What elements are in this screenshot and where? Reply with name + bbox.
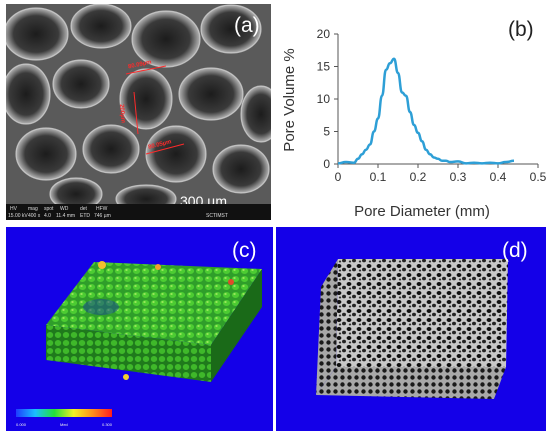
scaffold-3d-porous-render	[316, 259, 508, 399]
sem-value: 11.4 mm	[56, 213, 76, 219]
x-tick-label: 0	[335, 170, 342, 184]
y-tick-label: 15	[317, 60, 331, 74]
sem-header: WD	[60, 206, 69, 212]
sem-value: 15.00 kV	[8, 213, 28, 219]
pore-distribution-chart: 0 0.1 0.2 0.3 0.4 0.5 0 5 10 15 20 Pore Diameter …	[281, 27, 547, 220]
sem-header: HFW	[96, 206, 108, 212]
sem-header: mag	[28, 206, 38, 212]
x-axis-label: Pore Diameter (mm)	[354, 203, 490, 220]
sem-value: 400 x	[28, 213, 41, 219]
scaffold-3d-render	[46, 261, 262, 382]
sem-value: 4.0	[44, 213, 51, 219]
color-scale-bar	[16, 409, 112, 417]
panel-label-c: (c)	[232, 239, 257, 262]
y-tick-label: 5	[323, 125, 330, 139]
sem-value: 746 µm	[94, 213, 111, 219]
y-tick-label: 0	[323, 157, 330, 171]
measure-markers	[125, 65, 185, 155]
x-tick-label: 0.5	[530, 170, 547, 184]
y-tick-label: 10	[317, 92, 331, 106]
sem-info-bar: HV mag spot WD det HFW 15.00 kV 400 x 4.…	[6, 204, 271, 220]
x-tick-label: 0.2	[410, 170, 427, 184]
scaffold-3d-structure-panel: (d)	[276, 227, 546, 431]
sem-micrograph-panel: (a) 80.09µm 200µm 80.05µm 300 µm HV mag …	[6, 4, 271, 220]
panel-label-a: (a)	[234, 14, 260, 37]
y-axis-label: Pore Volume %	[281, 48, 298, 151]
color-scale-min: 0.000	[16, 422, 27, 427]
x-tick-label: 0.4	[490, 170, 507, 184]
sem-image	[6, 4, 271, 220]
x-tick-label: 0.3	[450, 170, 467, 184]
scaffold-3d-thickness-panel: (c) 0.000 Med 0.300	[6, 227, 273, 431]
sem-header: HV	[10, 206, 17, 212]
sem-header: det	[80, 206, 87, 212]
series-line	[337, 57, 515, 165]
x-tick-label: 0.1	[370, 170, 387, 184]
y-ticks: 0 5 10 15 20	[317, 27, 338, 171]
y-tick-label: 20	[317, 27, 331, 41]
panel-label-d: (d)	[502, 239, 528, 262]
pore-distribution-chart-panel: 0 0.1 0.2 0.3 0.4 0.5 0 5 10 15 20 Pore Diameter …	[276, 4, 550, 220]
sem-institute: SCTIMST	[206, 213, 228, 219]
color-scale-mid: Med	[60, 422, 68, 427]
color-scale-max: 0.300	[102, 422, 113, 427]
x-ticks: 0 0.1 0.2 0.3 0.4 0.5	[335, 164, 547, 184]
sem-header: spot	[44, 206, 54, 212]
sem-value: ETD	[80, 213, 90, 219]
panel-label-b: (b)	[508, 18, 534, 41]
